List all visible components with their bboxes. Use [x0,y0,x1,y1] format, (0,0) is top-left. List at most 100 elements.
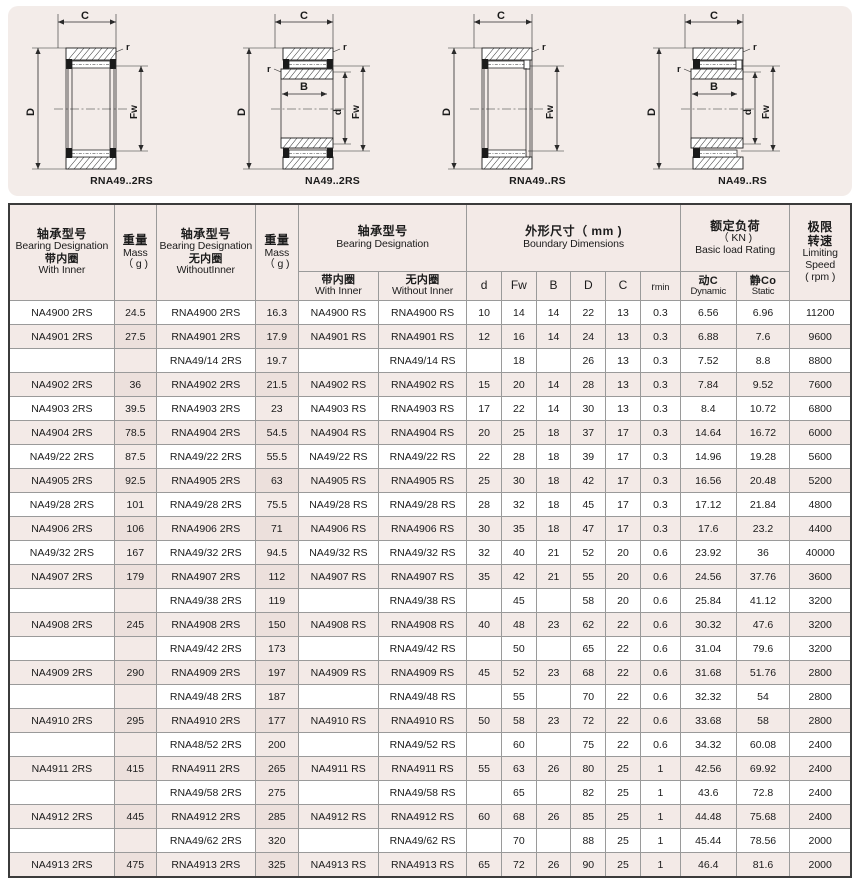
cell-B: 21 [535,564,572,590]
th-zh: 静Co [749,274,777,287]
cell-C: 13 [605,324,641,350]
th-en: Bearing Designation [336,237,429,250]
cell-mass_rna_2rs: 21.5 [254,372,299,398]
cell-d [466,636,502,662]
cell-D: 37 [570,420,607,446]
cell-B: 14 [535,324,572,350]
cell-dynamic: 43.6 [679,780,737,806]
cell-Fw: 70 [500,828,537,854]
table-row: NA4903 2RS 39.5 RNA4903 2RS 23 NA4903 RS RNA4… [7,396,853,422]
cell-without_inner_rs: RNA4908 RS [377,612,468,638]
th-unit: （ g ) [264,258,290,271]
cell-with_inner_rs: NA4913 RS [297,852,379,878]
label-D: D [236,108,248,116]
cell-d: 28 [466,492,502,518]
cell-with_inner_2rs: NA4906 2RS [7,516,115,542]
cell-speed: 2400 [789,756,853,782]
cell-without_inner_2rs: RNA4908 2RS [155,612,256,638]
figure-caption: RNA49..RS [509,175,566,187]
th-load-dynamic: 动C Dynamic [679,270,737,302]
cell-mass_2rs [113,828,157,854]
cell-B: 18 [535,468,572,494]
label-d: d [743,109,754,115]
table-row: NA4910 2RS 295 RNA4910 2RS 177 NA4910 RS RNA4… [7,708,853,734]
th-zh: 无内圈 [405,274,440,286]
cell-C: 25 [605,756,641,782]
cell-D: 28 [570,372,607,398]
cell-rmin: 0.6 [639,588,681,614]
th-en2: With Inner [38,264,86,277]
cell-with_inner_rs [297,348,379,374]
cell-mass_rna_2rs: 54.5 [254,420,299,446]
th-en: With Inner [314,285,362,298]
cell-dynamic: 45.44 [679,828,737,854]
bearing-spec-table-wrapper: 轴承型号 Bearing Designation 带内圈 With Inner … [7,203,853,878]
cell-dynamic: 17.6 [679,516,737,542]
cell-mass_rna_2rs: 71 [254,516,299,542]
cell-without_inner_2rs: RNA4902 2RS [155,372,256,398]
th-zh: 轴承型号 [36,226,87,241]
cell-without_inner_2rs: RNA4913 2RS [155,852,256,878]
cell-C: 13 [605,372,641,398]
cell-without_inner_2rs: RNA4910 2RS [155,708,256,734]
cell-mass_rna_2rs: 265 [254,756,299,782]
cell-without_inner_rs: RNA4901 RS [377,324,468,350]
cell-mass_2rs: 475 [113,852,157,878]
cell-with_inner_2rs: NA4902 2RS [7,372,115,398]
cell-mass_2rs: 295 [113,708,157,734]
cell-with_inner_2rs: NA49/28 2RS [7,492,115,518]
cell-with_inner_rs: NA4901 RS [297,324,379,350]
datasheet-page: C D Fw r RNA49..2RS [7,6,853,878]
cell-without_inner_2rs: RNA4912 2RS [155,804,256,830]
cell-static: 10.72 [735,396,791,422]
table-row: RNA49/62 2RS 320 RNA49/62 RS 70 88 25 1 45.44 78… [7,828,853,854]
table-row: NA4901 2RS 27.5 RNA4901 2RS 17.9 NA4901 RS RN… [7,324,853,350]
cell-rmin: 0.6 [639,708,681,734]
cell-with_inner_rs: NA4911 RS [297,756,379,782]
cell-speed: 40000 [789,540,853,566]
cell-without_inner_2rs: RNA4901 2RS [155,324,256,350]
cell-dynamic: 32.32 [679,684,737,710]
label-Fw: Fw [761,105,772,119]
cell-static: 41.12 [735,588,791,614]
cell-static: 16.72 [735,420,791,446]
cell-mass_rna_2rs: 55.5 [254,444,299,470]
th-dim-fw: Fw [500,270,537,302]
cell-speed: 7600 [789,372,853,398]
cell-mass_2rs: 78.5 [113,420,157,446]
cell-D: 47 [570,516,607,542]
cell-with_inner_2rs [7,684,115,710]
th-en: Bearing Designation [15,240,109,253]
cell-without_inner_rs: RNA49/32 RS [377,540,468,566]
cell-B [535,588,572,614]
table-row: NA4907 2RS 179 RNA4907 2RS 112 NA4907 RS RNA4… [7,564,853,590]
cell-with_inner_rs: NA4909 RS [297,660,379,686]
cell-with_inner_2rs: NA4912 2RS [7,804,115,830]
th-en: Boundary Dimensions [523,237,624,250]
cell-speed: 4400 [789,516,853,542]
cell-d: 25 [466,468,502,494]
cell-speed: 2000 [789,828,853,854]
cell-d: 22 [466,444,502,470]
table-row: NA4905 2RS 92.5 RNA4905 2RS 63 NA4905 RS RNA4… [7,468,853,494]
cell-with_inner_2rs: NA4904 2RS [7,420,115,446]
cell-d: 30 [466,516,502,542]
cell-speed: 8800 [789,348,853,374]
cell-with_inner_2rs: NA49/32 2RS [7,540,115,566]
cell-C: 22 [605,660,641,686]
cell-D: 42 [570,468,607,494]
cell-with_inner_rs: NA49/22 RS [297,444,379,470]
cell-without_inner_2rs: RNA4903 2RS [155,396,256,422]
cell-without_inner_rs: RNA49/42 RS [377,636,468,662]
th-dim-D: D [570,270,607,302]
cell-without_inner_rs: RNA49/48 RS [377,684,468,710]
cell-with_inner_rs [297,588,379,614]
cell-speed: 3200 [789,612,853,638]
cell-Fw: 32 [500,492,537,518]
cell-with_inner_rs [297,780,379,806]
cell-Fw: 65 [500,780,537,806]
th-mass-rna-2rs: 重量 Mass （ g ) [254,203,299,302]
table-row: NA4909 2RS 290 RNA4909 2RS 197 NA4909 RS RNA4… [7,660,853,686]
cell-speed: 6800 [789,396,853,422]
th-mass-2rs: 重量 Mass （ g ) [113,203,157,302]
